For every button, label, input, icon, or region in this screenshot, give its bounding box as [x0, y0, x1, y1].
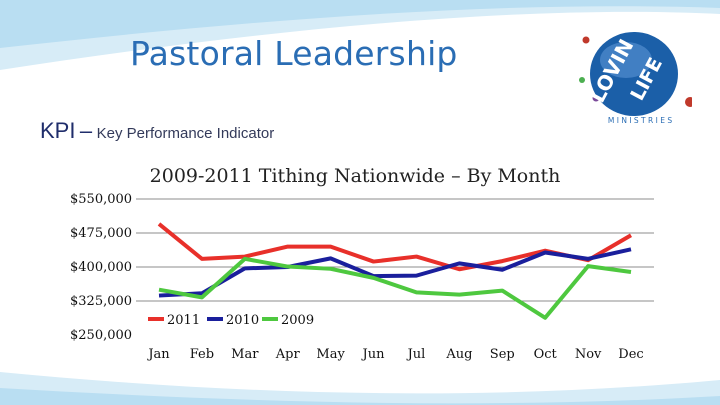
legend-label-2009: 2009: [281, 313, 314, 328]
x-tick-label: Aug: [445, 347, 472, 362]
y-tick-label: $400,000: [70, 260, 132, 275]
series-line-2011: [157, 222, 633, 272]
kpi-subtitle: KPI – Key Performance Indicator: [40, 118, 274, 144]
series-line-2010: [158, 247, 632, 298]
x-tick-label: Jul: [406, 347, 426, 362]
tithing-line-chart: 2009-2011 Tithing Nationwide – By Month …: [70, 165, 654, 362]
series-line-2009: [158, 256, 632, 320]
x-tick-label: May: [316, 347, 345, 362]
chart-title: 2009-2011 Tithing Nationwide – By Month: [150, 165, 561, 187]
legend-label-2011: 2011: [167, 313, 200, 328]
kpi-abbrev: KPI: [40, 118, 76, 143]
x-tick-label: Nov: [575, 347, 602, 362]
y-tick-label: $475,000: [70, 226, 132, 241]
x-tick-label: Feb: [190, 347, 214, 362]
y-tick-label: $550,000: [70, 192, 132, 207]
kpi-description: Key Performance Indicator: [96, 125, 275, 142]
slide-title: Pastoral Leadership: [130, 34, 458, 73]
y-tick-label: $250,000: [70, 328, 132, 343]
x-tick-label: Jun: [361, 347, 386, 362]
x-tick-label: Apr: [275, 347, 301, 362]
logo-tagline: M I N I S T R I E S: [608, 116, 672, 125]
y-tick-label: $325,000: [70, 294, 132, 309]
legend-label-2010: 2010: [226, 313, 259, 328]
x-tick-label: Jan: [146, 347, 170, 362]
x-tick-label: Dec: [618, 347, 643, 362]
lovin-life-logo: LOVIN LIFE M I N I S T R I E S: [579, 32, 692, 125]
x-tick-label: Oct: [534, 347, 558, 362]
x-tick-label: Sep: [490, 347, 515, 362]
x-tick-label: Mar: [231, 347, 259, 362]
kpi-dash: –: [79, 118, 93, 143]
